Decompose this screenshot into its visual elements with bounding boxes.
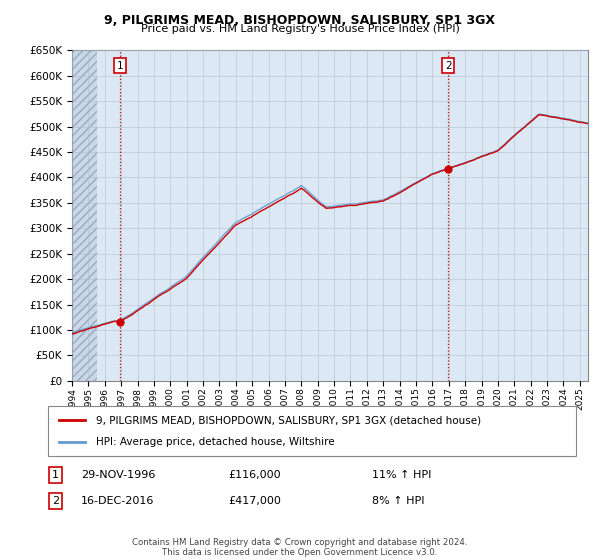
Text: 1: 1 [116, 60, 123, 71]
Text: 11% ↑ HPI: 11% ↑ HPI [372, 470, 431, 480]
Text: 9, PILGRIMS MEAD, BISHOPDOWN, SALISBURY, SP1 3GX: 9, PILGRIMS MEAD, BISHOPDOWN, SALISBURY,… [104, 14, 496, 27]
Text: 1: 1 [52, 470, 59, 480]
Text: 2: 2 [52, 496, 59, 506]
Text: £417,000: £417,000 [228, 496, 281, 506]
Text: HPI: Average price, detached house, Wiltshire: HPI: Average price, detached house, Wilt… [95, 437, 334, 447]
Text: 16-DEC-2016: 16-DEC-2016 [81, 496, 154, 506]
Text: £116,000: £116,000 [228, 470, 281, 480]
Text: 9, PILGRIMS MEAD, BISHOPDOWN, SALISBURY, SP1 3GX (detached house): 9, PILGRIMS MEAD, BISHOPDOWN, SALISBURY,… [95, 415, 481, 425]
Text: Price paid vs. HM Land Registry's House Price Index (HPI): Price paid vs. HM Land Registry's House … [140, 24, 460, 34]
Text: 8% ↑ HPI: 8% ↑ HPI [372, 496, 425, 506]
FancyBboxPatch shape [48, 406, 576, 456]
Text: 2: 2 [445, 60, 451, 71]
Text: Contains HM Land Registry data © Crown copyright and database right 2024.
This d: Contains HM Land Registry data © Crown c… [132, 538, 468, 557]
Text: 29-NOV-1996: 29-NOV-1996 [81, 470, 155, 480]
